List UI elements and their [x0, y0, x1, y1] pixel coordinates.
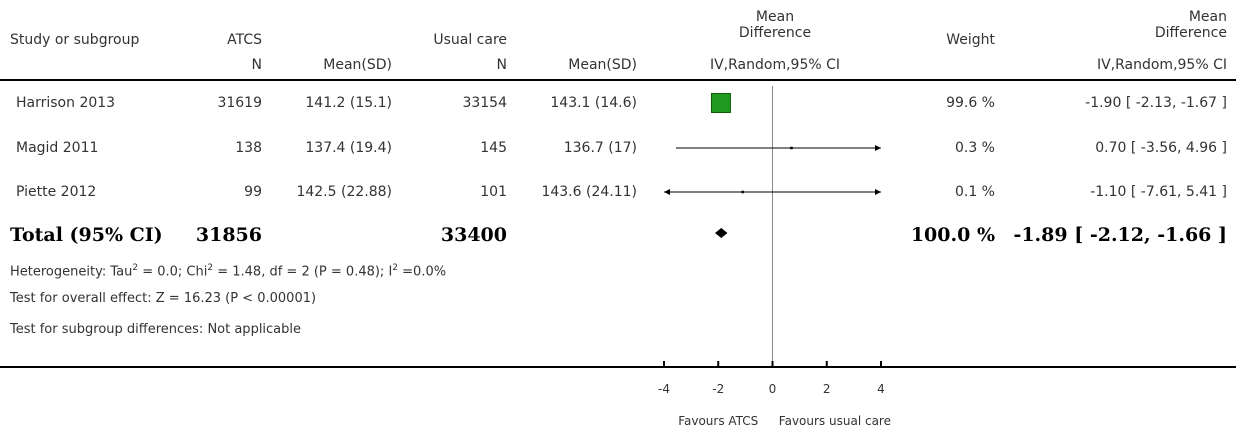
study-n1: 31619: [217, 95, 262, 111]
favours-left-label: Favours ATCS: [678, 414, 758, 428]
bottom-rule: [0, 366, 1236, 368]
axis-tick-label: 0: [769, 382, 777, 396]
study-ci-text: -1.10 [ -7.61, 5.41 ]: [1090, 184, 1227, 200]
study-meansd1: 137.4 (19.4): [305, 140, 392, 156]
study-ci-arrow-left: [664, 189, 670, 195]
total-weight: 100.0 %: [910, 224, 995, 246]
study-meansd2: 143.6 (24.11): [541, 184, 637, 200]
header-md-title-line2: Difference: [738, 25, 812, 41]
study-point-square: [710, 93, 731, 113]
study-n2: 33154: [462, 95, 507, 111]
study-ci-text: 0.70 [ -3.56, 4.96 ]: [1095, 140, 1227, 156]
study-weight: 0.3 %: [954, 140, 995, 156]
axis-tick-label: -4: [658, 382, 670, 396]
total-n2: 33400: [440, 224, 507, 246]
total-ci-text: -1.89 [ -2.12, -1.66 ]: [1013, 224, 1227, 246]
study-point-square: [790, 146, 793, 150]
pooled-diamond: [714, 228, 728, 238]
study-weight: 99.6 %: [946, 95, 995, 111]
favours-right-label: Favours usual care: [779, 414, 891, 428]
study-point-square: [741, 190, 744, 194]
header-weight-label: Weight: [946, 32, 995, 48]
study-weight: 0.1 %: [954, 184, 995, 200]
total-label: Total (95% CI): [10, 224, 163, 246]
study-meansd1: 141.2 (15.1): [305, 95, 392, 111]
header-n-2: N: [496, 57, 507, 73]
study-name: Piette 2012: [16, 184, 97, 200]
header-rule: [0, 79, 1236, 81]
header-study-label: Study or subgroup: [10, 32, 140, 48]
study-meansd2: 136.7 (17): [563, 140, 637, 156]
study-ci-arrow-right: [875, 145, 881, 151]
header-group2-name: Usual care: [433, 32, 507, 48]
header-meansd-1: Mean(SD): [323, 57, 392, 73]
header-md-title-line1: Mean: [755, 9, 795, 25]
header-n-1: N: [251, 57, 262, 73]
header-md-right-line1: Mean: [1188, 9, 1227, 25]
study-n2: 101: [480, 184, 507, 200]
study-name: Harrison 2013: [16, 95, 116, 111]
subgroup-text: Test for subgroup differences: Not appli…: [10, 322, 302, 337]
header-meansd-2: Mean(SD): [568, 57, 637, 73]
study-ci-arrow-right: [875, 189, 881, 195]
study-n1: 99: [244, 184, 262, 200]
study-meansd1: 142.5 (22.88): [296, 184, 392, 200]
header-method-plot: IV,Random,95% CI: [709, 57, 841, 73]
overall-effect-text: Test for overall effect: Z = 16.23 (P < …: [10, 291, 317, 306]
header-method-right: IV,Random,95% CI: [1096, 57, 1227, 73]
header-group1-name: ATCS: [227, 32, 262, 48]
study-meansd2: 143.1 (14.6): [550, 95, 637, 111]
heterogeneity-text: Heterogeneity: Tau2 = 0.0; Chi2 = 1.48, …: [10, 263, 447, 280]
study-n2: 145: [480, 140, 507, 156]
study-ci-text: -1.90 [ -2.13, -1.67 ]: [1085, 95, 1227, 111]
study-name: Magid 2011: [16, 140, 99, 156]
header-md-right-line2: Difference: [1154, 25, 1227, 41]
axis-tick-label: -2: [712, 382, 724, 396]
axis-tick-label: 4: [877, 382, 885, 396]
axis-tick-label: 2: [823, 382, 831, 396]
total-n1: 31856: [195, 224, 262, 246]
study-n1: 138: [235, 140, 262, 156]
